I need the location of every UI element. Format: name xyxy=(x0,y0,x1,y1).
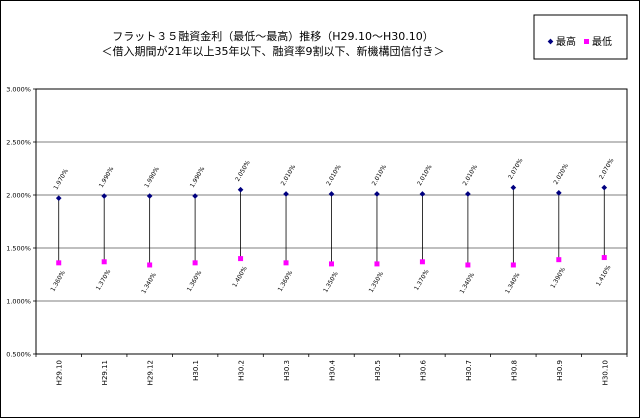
legend-marker-min xyxy=(584,39,589,44)
y-tick-label: 3.000% xyxy=(6,86,31,94)
max-rate-point xyxy=(555,190,562,196)
x-tick-label: H30.4 xyxy=(329,359,337,380)
max-rate-point xyxy=(374,191,380,197)
min-rate-point xyxy=(601,255,607,261)
y-tick-label: 2.000% xyxy=(6,192,31,200)
chart-title-line-2: ＜借入期間が21年以上35年以下、融資率9割以下、新機構団信付き＞ xyxy=(102,44,445,58)
y-tick-label: 2.500% xyxy=(6,139,31,147)
x-tick-label: H30.7 xyxy=(465,360,473,381)
max-rate-point xyxy=(510,184,517,191)
max-rate-point xyxy=(601,184,608,191)
max-rate-point xyxy=(146,193,153,199)
y-tick-label: 1.000% xyxy=(6,298,31,306)
x-tick-label: H30.8 xyxy=(510,360,518,381)
min-rate-point xyxy=(419,259,425,265)
x-tick-label: H30.3 xyxy=(283,360,291,381)
min-rate-point xyxy=(147,262,153,268)
legend-label-max: 最高 xyxy=(556,35,576,48)
x-tick-label: H29.10 xyxy=(56,360,64,385)
min-rate-point xyxy=(238,256,244,262)
min-rate-point xyxy=(283,260,289,266)
max-rate-point xyxy=(101,193,108,199)
max-rate-point xyxy=(192,193,198,199)
range-lines xyxy=(58,187,605,265)
legend-label-min: 最低 xyxy=(592,35,612,48)
y-tick-label: 1.500% xyxy=(6,245,31,253)
max-rate-point xyxy=(237,186,244,193)
x-tick-label: H29.11 xyxy=(101,360,109,385)
legend: 最高 最低 xyxy=(533,14,628,60)
legend-box xyxy=(533,14,628,60)
min-rate-point xyxy=(192,260,198,266)
min-rate-point xyxy=(465,262,471,268)
max-rate-point xyxy=(419,191,426,197)
min-rate-point xyxy=(329,261,334,267)
max-rate-point xyxy=(465,191,471,197)
legend-marker-max xyxy=(547,38,554,45)
x-tick-label: H29.12 xyxy=(147,360,155,385)
min-rate-point xyxy=(510,262,516,268)
x-tick-label: H30.10 xyxy=(601,360,609,385)
x-tick-label: H30.1 xyxy=(192,360,200,381)
x-axis: H29.10 H29.11 H29.12 H30.1 H30.2 H30.3 H30.4 H3… xyxy=(35,354,628,385)
min-rate-point xyxy=(556,257,562,263)
min-rate-point xyxy=(101,259,107,265)
min-rate-point xyxy=(374,261,380,267)
y-tick-label: 0.500% xyxy=(6,351,31,359)
y-axis: 3.000% 2.500% 2.000% 1.500% 1.000% 0.500% xyxy=(6,86,36,359)
x-tick-label: H30.2 xyxy=(238,360,246,381)
chart-title-line-1: フラット３５融資金利（最低～最高）推移（H29.10～H30.10） xyxy=(112,29,434,43)
min-rate-point xyxy=(56,260,62,266)
x-tick-label: H30.5 xyxy=(374,360,382,381)
marks xyxy=(55,184,608,268)
x-tick-label: H30.9 xyxy=(556,360,564,381)
max-rate-point xyxy=(328,191,335,197)
max-rate-point xyxy=(283,191,289,197)
x-tick-label: H30.6 xyxy=(419,359,427,380)
